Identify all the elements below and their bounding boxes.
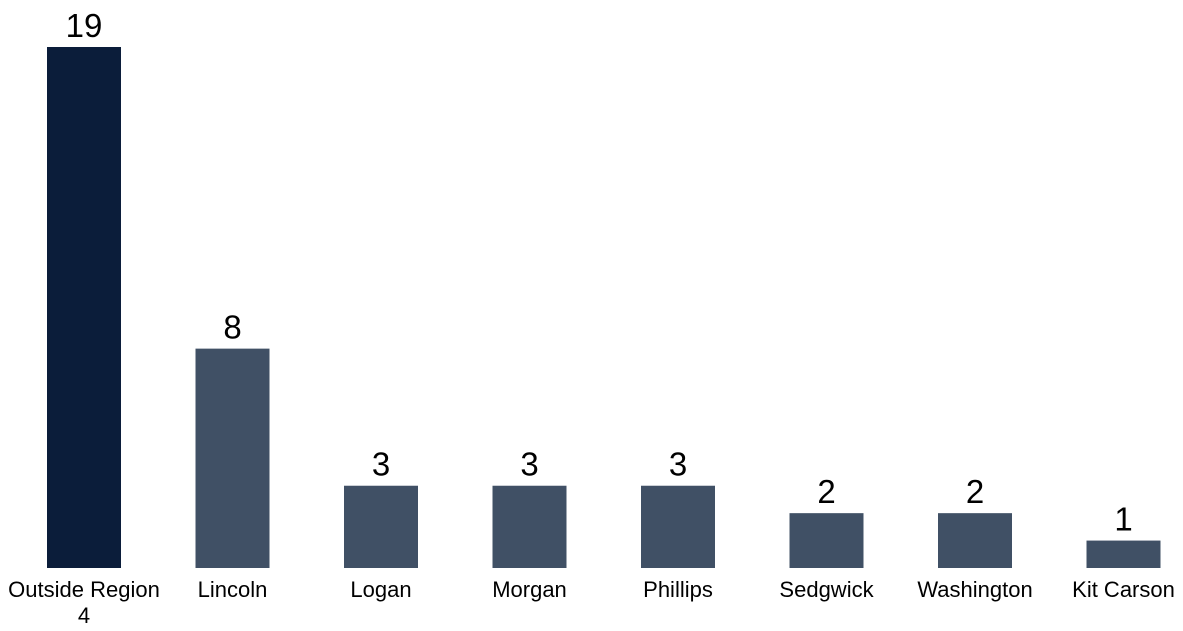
tick-label-morgan: Morgan [492, 577, 567, 602]
data-label-washington: 2 [966, 473, 984, 510]
data-label-morgan: 3 [520, 446, 538, 483]
tick-label-kit-carson: Kit Carson [1072, 577, 1175, 602]
bar-kit-carson [1086, 540, 1161, 568]
tick-label-outside-region-4: Outside Region 4 [8, 577, 160, 626]
bar-phillips [641, 485, 715, 568]
data-label-outside-region-4: 19 [66, 7, 103, 44]
data-label-kit-carson: 1 [1114, 501, 1132, 538]
bar-sedgwick [789, 513, 864, 568]
bar-morgan [492, 485, 567, 568]
tick-label-lincoln: Lincoln [198, 577, 268, 602]
bar-washington [938, 513, 1012, 568]
bar-outside-region-4 [47, 47, 121, 568]
tick-label-logan: Logan [350, 577, 411, 602]
tick-label-washington: Washington [917, 577, 1032, 602]
data-label-sedgwick: 2 [817, 473, 835, 510]
tick-label-phillips: Phillips [643, 577, 713, 602]
bar-logan [344, 485, 418, 568]
data-label-lincoln: 8 [223, 309, 241, 346]
data-label-logan: 3 [372, 446, 390, 483]
bar-lincoln [195, 348, 270, 568]
tick-label-sedgwick: Sedgwick [779, 577, 874, 602]
data-label-phillips: 3 [669, 446, 687, 483]
